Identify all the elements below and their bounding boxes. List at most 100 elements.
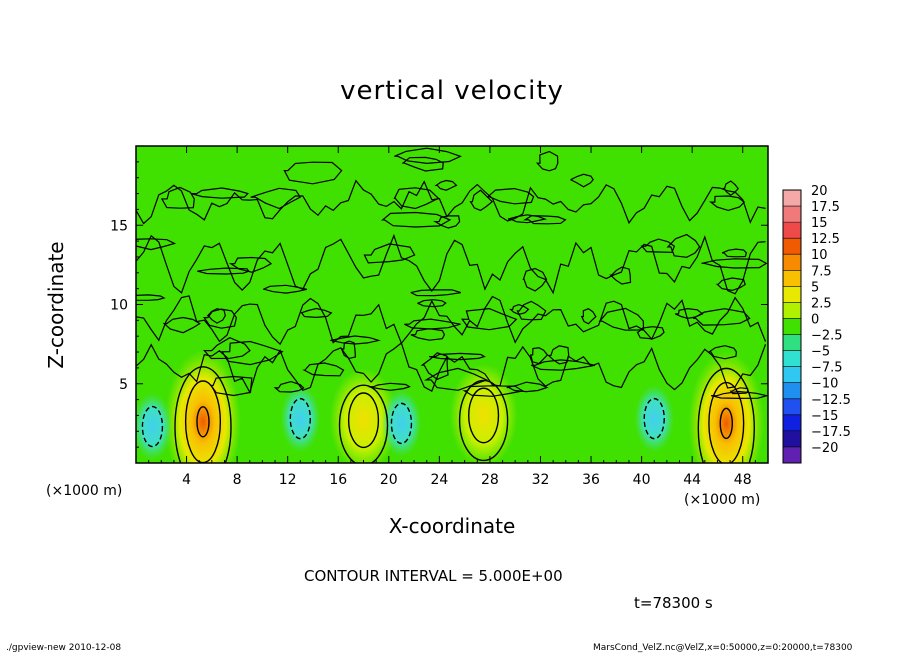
y-tick-label: 15	[110, 218, 128, 234]
contour-line	[136, 179, 766, 225]
colorbar-label: 12.5	[811, 232, 840, 247]
downdraft-region	[136, 392, 173, 461]
contour-line	[190, 187, 249, 199]
colorbar-label: −10	[811, 377, 838, 392]
contour-line	[221, 340, 284, 366]
contour-line	[380, 211, 452, 228]
colorbar-label: 2.5	[811, 296, 832, 311]
contour-line	[420, 352, 449, 380]
updraft-region	[165, 349, 241, 463]
contour-line-dashed	[643, 397, 665, 440]
contour-line	[509, 303, 530, 316]
contour-line	[722, 180, 739, 196]
contour-line	[136, 295, 767, 346]
x-tick-label: 12	[279, 472, 297, 488]
contour-line-dashed	[390, 402, 413, 445]
contour-line	[570, 173, 594, 188]
colorbar-label: −17.5	[811, 425, 851, 440]
colorbar-swatch	[783, 334, 801, 351]
contour-line	[674, 307, 704, 320]
colorbar-label: −7.5	[811, 361, 843, 376]
contour-line	[666, 233, 701, 258]
contour-line	[340, 340, 357, 360]
y-tick-label: 10	[110, 298, 128, 314]
colorbar-swatch	[783, 190, 801, 207]
contour-line	[692, 308, 751, 326]
footer-right: MarsCond_VelZ.nc@VelZ,x=0:50000,z=0:2000…	[593, 643, 853, 653]
contour-line	[697, 367, 755, 463]
colorbar-label: −20	[811, 441, 838, 456]
contour-line	[136, 341, 767, 394]
colorbar-label: 0	[811, 312, 819, 327]
contour-line	[711, 390, 768, 400]
contour-line	[486, 187, 535, 205]
contour-line	[160, 186, 195, 209]
contour-line	[461, 307, 518, 331]
contour-line	[707, 345, 738, 360]
contour-line	[363, 243, 416, 264]
contour-interval-text: CONTOUR INTERVAL = 5.000E+00	[304, 567, 563, 585]
x-tick-label: 8	[233, 472, 242, 488]
contour-line	[273, 380, 305, 393]
x-tick-label: 4	[182, 472, 191, 488]
colorbar-swatch	[783, 398, 801, 416]
contour-line	[598, 307, 645, 331]
colorbar-label: 20	[811, 184, 828, 199]
y-axis-label: Z-coordinate	[44, 241, 68, 369]
colorbar-swatch	[783, 238, 801, 255]
contour-line	[136, 233, 766, 295]
contour-line	[535, 150, 559, 172]
contour-line	[263, 284, 308, 294]
x-tick-label: 16	[329, 472, 347, 488]
colorbar-swatch	[783, 430, 801, 448]
contour-line	[209, 375, 253, 397]
contour-line	[709, 195, 746, 212]
x-tick-label: 28	[481, 472, 499, 488]
contour-line	[462, 385, 525, 397]
colorbar-label: 7.5	[811, 264, 832, 279]
downdraft-region	[634, 384, 675, 453]
colorbar-label: 10	[811, 248, 828, 263]
contour-line	[250, 187, 302, 210]
contour-line	[174, 366, 232, 463]
colorbar-swatch	[783, 382, 801, 400]
colorbar-swatch	[783, 318, 801, 335]
colorbar-swatch	[783, 302, 801, 319]
y-scale-note: (×1000 m)	[46, 483, 123, 499]
contour-line	[404, 318, 461, 330]
contour-line	[523, 214, 567, 225]
contour-line	[228, 256, 273, 273]
contour-line	[136, 238, 177, 251]
y-tick-label: 5	[119, 377, 128, 393]
contour-line	[206, 308, 226, 324]
colorbar-swatch	[783, 414, 801, 432]
downdraft-region	[280, 384, 321, 453]
contour-line	[338, 384, 389, 463]
colorbar-label: 15	[811, 216, 828, 231]
contour-line	[701, 258, 768, 269]
x-tick-label: 44	[683, 472, 701, 488]
colorbar-label: −15	[811, 409, 838, 424]
contour-field	[135, 145, 769, 464]
updraft-region	[329, 368, 398, 463]
contour-line	[580, 308, 597, 325]
x-tick-label: 40	[633, 472, 651, 488]
time-stamp: t=78300 s	[634, 594, 713, 612]
colorbar-swatch	[783, 270, 801, 287]
footer-left: ./gpview-new 2010-12-08	[6, 643, 122, 653]
x-tick-label: 24	[430, 472, 448, 488]
colorbar-label: −5	[811, 345, 830, 360]
contour-line	[516, 300, 547, 321]
contour-line	[203, 337, 251, 360]
contour-line	[347, 392, 380, 449]
contour-line	[640, 238, 676, 253]
contour-line	[522, 267, 548, 292]
contour-line	[410, 328, 446, 341]
colorbar-swatch	[783, 366, 801, 384]
colorbar-swatch	[783, 446, 801, 464]
contour-line	[434, 179, 458, 191]
colorbar-swatch	[783, 254, 801, 271]
contour-line	[506, 381, 549, 393]
contour-line	[719, 407, 733, 440]
